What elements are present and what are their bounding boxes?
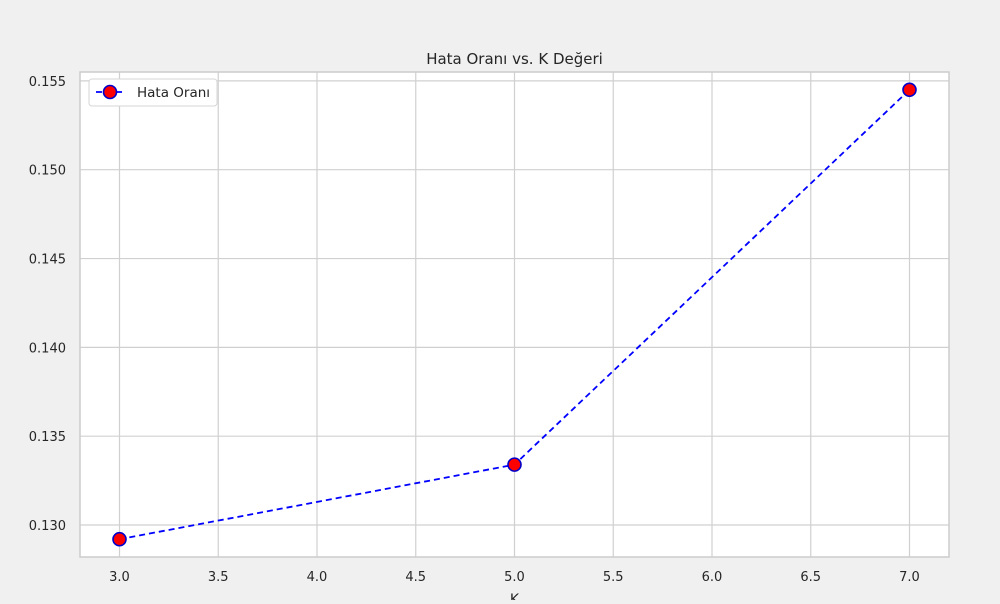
y-tick-label: 0.145 (29, 253, 66, 268)
y-tick-label: 0.130 (29, 519, 66, 534)
data-point (507, 457, 522, 472)
legend-marker-icon (102, 84, 118, 100)
x-tick-label: 3.0 (109, 570, 130, 585)
plot-frame (79, 71, 950, 558)
legend: Hata Oranı (88, 78, 218, 107)
legend-label: Hata Oranı (137, 85, 210, 101)
axes (79, 71, 950, 558)
chart-title: Hata Oranı vs. K Değeri (426, 50, 603, 68)
y-tick-label: 0.155 (29, 75, 66, 90)
x-axis-label: K (510, 592, 520, 600)
x-tick-label: 7.0 (899, 570, 920, 585)
x-tick-label: 6.0 (702, 570, 723, 585)
data-point (112, 531, 127, 547)
grid-lines (80, 72, 949, 557)
y-tick-label: 0.135 (29, 430, 66, 445)
y-tick-labels: 0.130 0.135 0.140 0.145 0.150 0.155 (29, 75, 66, 534)
x-tick-labels: 3.0 3.5 4.0 4.5 5.0 5.5 6.0 6.5 7.0 (109, 570, 920, 585)
x-tick-label: 6.5 (800, 570, 821, 585)
x-tick-label: 4.5 (405, 570, 426, 585)
legend-box (88, 78, 218, 107)
y-tick-label: 0.150 (29, 164, 66, 179)
x-tick-label: 4.0 (307, 570, 328, 585)
x-tick-label: 5.0 (504, 570, 525, 585)
data-point (902, 82, 917, 98)
series-layer (112, 82, 917, 547)
x-tick-label: 3.5 (208, 570, 229, 585)
x-tick-label: 5.5 (603, 570, 624, 585)
y-tick-label: 0.140 (29, 341, 66, 356)
